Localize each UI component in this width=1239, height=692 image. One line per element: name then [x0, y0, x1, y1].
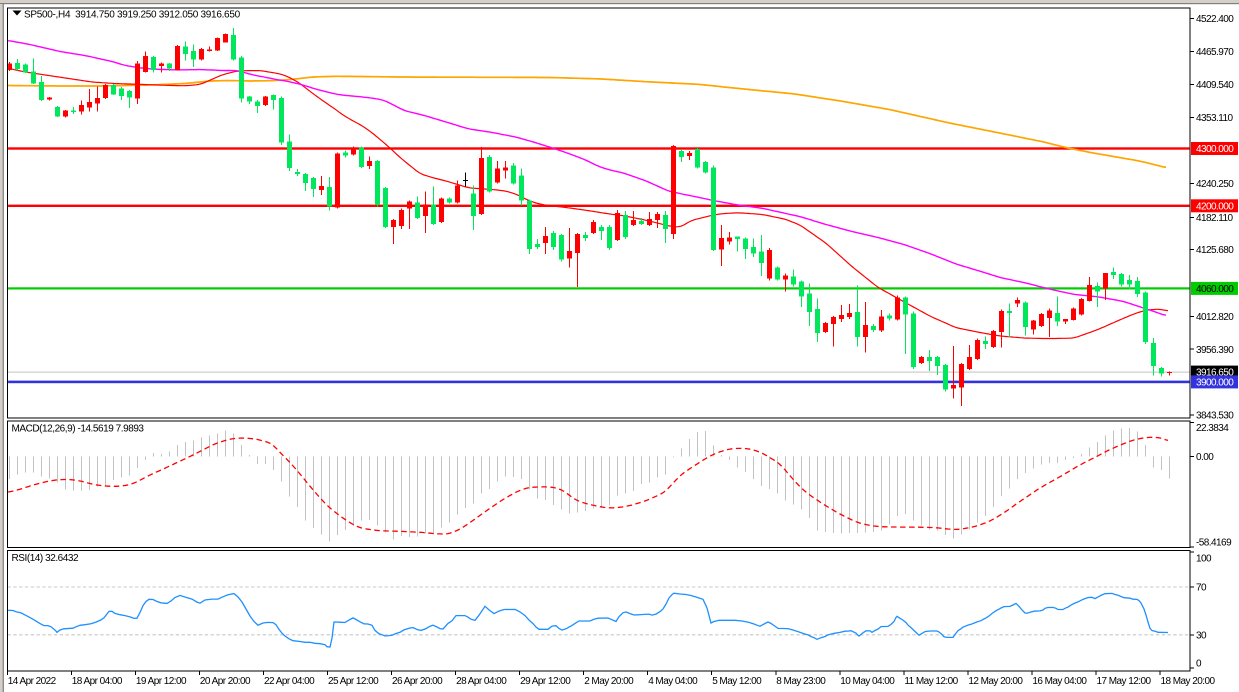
- svg-text:4465.970: 4465.970: [1196, 47, 1234, 58]
- svg-text:MACD(12,26,9) -14.5619 7.9893: MACD(12,26,9) -14.5619 7.9893: [12, 424, 145, 435]
- svg-text:70: 70: [1196, 583, 1207, 594]
- svg-text:4060.000: 4060.000: [1196, 284, 1234, 295]
- svg-text:18 Apr 04:00: 18 Apr 04:00: [72, 676, 123, 687]
- svg-text:4409.540: 4409.540: [1196, 80, 1234, 91]
- svg-text:4 May 04:00: 4 May 04:00: [648, 676, 698, 687]
- svg-text:26 Apr 20:00: 26 Apr 20:00: [392, 676, 443, 687]
- svg-text:0.00: 0.00: [1196, 452, 1214, 463]
- svg-text:4125.680: 4125.680: [1196, 245, 1234, 256]
- svg-text:17 May 12:00: 17 May 12:00: [1097, 676, 1152, 687]
- svg-text:4200.000: 4200.000: [1196, 201, 1234, 212]
- svg-text:4012.820: 4012.820: [1196, 312, 1234, 323]
- svg-text:29 Apr 12:00: 29 Apr 12:00: [520, 676, 571, 687]
- svg-text:100: 100: [1196, 553, 1212, 564]
- svg-text:3916.650: 3916.650: [1196, 368, 1234, 379]
- svg-text:8 May 23:00: 8 May 23:00: [776, 676, 826, 687]
- svg-text:14 Apr 2022: 14 Apr 2022: [8, 676, 57, 687]
- svg-text:RSI(14) 32.6432: RSI(14) 32.6432: [12, 553, 80, 564]
- svg-text:25 Apr 12:00: 25 Apr 12:00: [328, 676, 379, 687]
- svg-text:16 May 04:00: 16 May 04:00: [1032, 676, 1087, 687]
- svg-text:18 May 20:00: 18 May 20:00: [1161, 676, 1216, 687]
- svg-text:3956.390: 3956.390: [1196, 345, 1234, 356]
- svg-text:28 Apr 04:00: 28 Apr 04:00: [456, 676, 507, 687]
- svg-text:0: 0: [1196, 659, 1202, 670]
- svg-text:11 May 12:00: 11 May 12:00: [904, 676, 958, 687]
- svg-text:19 Apr 12:00: 19 Apr 12:00: [136, 676, 187, 687]
- svg-text:3843.530: 3843.530: [1196, 411, 1234, 422]
- svg-text:22 Apr 04:00: 22 Apr 04:00: [264, 676, 315, 687]
- svg-text:12 May 20:00: 12 May 20:00: [968, 676, 1023, 687]
- svg-text:SP500-,H4 3914.750 3919.250 3: SP500-,H4 3914.750 3919.250 3912.050 391…: [24, 10, 241, 21]
- svg-text:4240.250: 4240.250: [1196, 179, 1234, 190]
- svg-text:2 May 20:00: 2 May 20:00: [584, 676, 634, 687]
- svg-text:4300.000: 4300.000: [1196, 144, 1234, 155]
- svg-text:3900.000: 3900.000: [1196, 378, 1234, 389]
- svg-text:30: 30: [1196, 631, 1207, 642]
- svg-text:-58.4169: -58.4169: [1196, 537, 1232, 548]
- svg-text:5 May 12:00: 5 May 12:00: [712, 676, 762, 687]
- svg-text:20 Apr 20:00: 20 Apr 20:00: [200, 676, 251, 687]
- svg-text:22.3834: 22.3834: [1196, 423, 1229, 434]
- svg-text:4522.400: 4522.400: [1196, 14, 1234, 25]
- svg-text:4353.110: 4353.110: [1196, 113, 1234, 124]
- svg-text:10 May 04:00: 10 May 04:00: [840, 676, 895, 687]
- svg-text:4182.110: 4182.110: [1196, 213, 1234, 224]
